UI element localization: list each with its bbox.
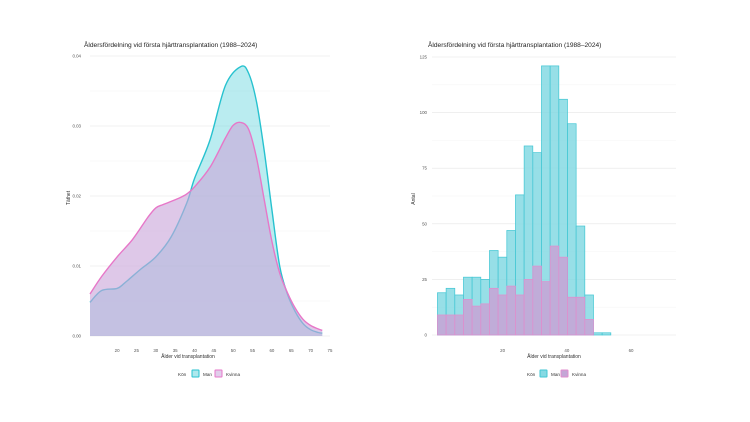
histogram-y-tick-label: 125: [420, 55, 428, 60]
density-y-tick-label: 0.03: [72, 124, 81, 129]
histogram-bar-kvinna: [532, 265, 542, 336]
density-x-tick-label: 55: [250, 348, 255, 353]
histogram-legend-swatch-kvinna: [560, 369, 569, 378]
density-areas: [89, 65, 323, 336]
histogram-bar-kvinna: [541, 281, 551, 336]
density-x-tick-label: 40: [192, 348, 197, 353]
density-x-tick-label: 30: [153, 348, 158, 353]
histogram-bar-kvinna: [454, 314, 464, 336]
density-x-ticks: 20 25 30 35 40 45 50 55 60 65 70 75: [115, 348, 333, 353]
histogram-bar-kvinna: [567, 296, 577, 336]
density-y-axis-label: Täthet: [66, 190, 72, 205]
density-legend-title: Kön: [178, 372, 187, 377]
histogram-bar-kvinna: [489, 287, 499, 336]
histogram-bar-kvinna: [575, 296, 586, 336]
histogram-x-tick-label: 60: [629, 348, 634, 353]
histogram-bar-kvinna: [584, 319, 594, 336]
histogram-bar-kvinna: [558, 256, 568, 336]
histogram-bars-kvinna: [437, 245, 594, 336]
histogram-bar-kvinna: [497, 294, 508, 336]
density-x-tick-label: 45: [211, 348, 216, 353]
histogram-bar-kvinna: [463, 299, 473, 336]
density-area-kvinna: [90, 122, 323, 336]
density-chart-title: Åldersfördelning vid första hjärttranspl…: [84, 40, 257, 49]
histogram-y-tick-label: 25: [422, 277, 427, 282]
density-y-tick-label: 0.02: [72, 194, 81, 199]
density-legend-label-man: Man: [203, 372, 212, 377]
histogram-y-tick-label: 0: [425, 333, 428, 338]
density-x-tick-label: 75: [328, 348, 333, 353]
histogram-x-ticks: 20 40 60: [500, 348, 634, 353]
density-y-tick-label: 0.04: [72, 54, 81, 59]
histogram-bar-kvinna: [515, 294, 525, 336]
density-x-tick-label: 70: [308, 348, 313, 353]
histogram-bar-kvinna: [480, 303, 490, 336]
histogram-bar-kvinna: [523, 279, 534, 336]
histogram-bar-kvinna: [549, 245, 560, 336]
histogram-y-ticks: 0 25 50 75 100 125: [420, 55, 428, 338]
density-y-tick-label: 0.00: [72, 334, 81, 339]
histogram-bar-kvinna: [506, 285, 516, 336]
density-x-tick-label: 25: [134, 348, 139, 353]
density-x-tick-label: 60: [269, 348, 274, 353]
histogram-y-tick-label: 50: [422, 221, 427, 226]
density-chart: Åldersfördelning vid första hjärttranspl…: [66, 40, 333, 378]
histogram-legend-title: Kön: [527, 372, 536, 377]
density-legend: Kön Man Kvinna: [178, 369, 240, 378]
histogram-chart-title: Åldersfördelning vid första hjärttranspl…: [428, 40, 601, 49]
histogram-y-tick-label: 100: [420, 110, 428, 115]
histogram-bar-kvinna: [471, 305, 482, 336]
histogram-bar-kvinna: [437, 314, 447, 336]
histogram-legend-label-kvinna: Kvinna: [572, 372, 586, 377]
density-x-tick-label: 20: [115, 348, 120, 353]
histogram-x-tick-label: 20: [500, 348, 505, 353]
histogram-chart: Åldersfördelning vid första hjärttranspl…: [411, 40, 676, 378]
density-line-kvinna: [89, 121, 323, 332]
density-x-tick-label: 65: [289, 348, 294, 353]
density-x-axis-label: Ålder vid transplantation: [161, 353, 215, 360]
histogram-bar-man: [593, 332, 603, 336]
histogram-legend: Kön Man Kvinna: [527, 369, 586, 378]
histogram-y-axis-label: Antal: [411, 193, 417, 204]
density-legend-label-kvinna: Kvinna: [226, 372, 240, 377]
density-y-tick-label: 0.01: [72, 264, 81, 269]
histogram-legend-label-man: Man: [551, 372, 560, 377]
histogram-x-tick-label: 40: [564, 348, 569, 353]
histogram-bar-man: [601, 332, 612, 336]
density-legend-swatch-man: [191, 369, 200, 378]
histogram-legend-swatch-man: [539, 369, 548, 378]
density-y-ticks: 0.00 0.01 0.02 0.03 0.04: [72, 54, 81, 339]
histogram-y-tick-label: 75: [422, 166, 427, 171]
histogram-x-axis-label: Ålder vid transplantation: [527, 353, 581, 360]
density-x-tick-label: 35: [173, 348, 178, 353]
density-legend-swatch-kvinna: [214, 369, 223, 378]
density-x-tick-label: 50: [231, 348, 236, 353]
histogram-bar-kvinna: [445, 314, 456, 336]
